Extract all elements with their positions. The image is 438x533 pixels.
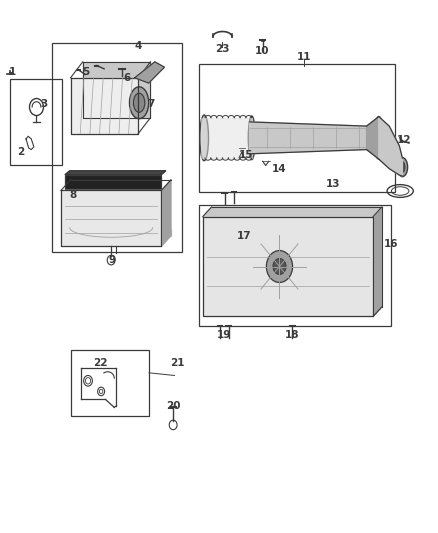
Circle shape (273, 259, 286, 274)
Circle shape (266, 251, 293, 282)
Text: 15: 15 (239, 150, 253, 160)
Polygon shape (379, 117, 403, 176)
Bar (71, 350, 149, 416)
Text: 17: 17 (237, 231, 252, 241)
Polygon shape (61, 190, 161, 246)
Text: 6: 6 (124, 73, 131, 83)
Polygon shape (71, 78, 138, 134)
Text: 3: 3 (41, 99, 48, 109)
Text: 21: 21 (170, 358, 185, 368)
Text: 7: 7 (148, 99, 155, 109)
Ellipse shape (400, 162, 405, 172)
Text: 2: 2 (17, 147, 24, 157)
Text: 4: 4 (134, 41, 142, 51)
Polygon shape (135, 62, 164, 83)
Bar (199, 64, 395, 192)
Bar (65, 174, 161, 189)
Text: 12: 12 (397, 135, 412, 145)
Ellipse shape (397, 158, 408, 176)
Ellipse shape (200, 115, 208, 161)
Text: 16: 16 (384, 239, 399, 249)
Ellipse shape (248, 116, 255, 160)
Polygon shape (83, 62, 150, 118)
Polygon shape (203, 216, 373, 317)
Text: 20: 20 (166, 401, 180, 411)
Bar (11, 79, 62, 165)
Text: 23: 23 (215, 44, 230, 53)
Text: 10: 10 (254, 46, 269, 56)
Polygon shape (161, 180, 171, 246)
Text: 9: 9 (109, 255, 116, 265)
Polygon shape (367, 117, 379, 159)
Ellipse shape (376, 123, 382, 153)
Ellipse shape (134, 93, 145, 112)
Text: 14: 14 (272, 164, 286, 174)
Text: 22: 22 (93, 358, 107, 368)
Text: 5: 5 (82, 68, 89, 77)
Ellipse shape (374, 117, 384, 159)
Text: 18: 18 (285, 329, 300, 340)
Bar (52, 43, 182, 252)
Text: 19: 19 (217, 329, 231, 340)
Text: 11: 11 (297, 52, 311, 61)
Polygon shape (250, 122, 367, 154)
Text: 1: 1 (9, 68, 17, 77)
Polygon shape (203, 207, 382, 216)
Text: 13: 13 (326, 179, 341, 189)
Text: 8: 8 (69, 190, 76, 200)
Ellipse shape (130, 87, 149, 119)
Polygon shape (373, 207, 382, 317)
Polygon shape (71, 229, 171, 236)
Polygon shape (65, 171, 166, 174)
Bar (199, 205, 392, 326)
